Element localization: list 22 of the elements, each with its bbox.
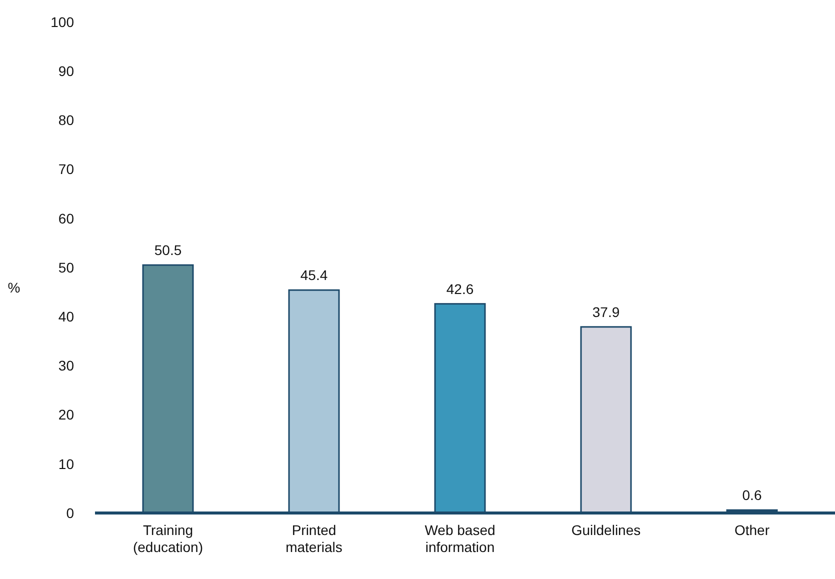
y-axis-title: %: [8, 280, 20, 296]
data-label: 37.9: [592, 304, 620, 320]
x-tick-label: Web based information: [424, 522, 496, 555]
y-tick-label: 90: [58, 63, 74, 79]
x-tick-label: Guildelines: [571, 522, 641, 538]
y-tick-label: 40: [58, 308, 74, 324]
y-tick-label: 20: [58, 406, 74, 423]
data-label: 42.6: [446, 280, 474, 297]
x-tick-label: Training (education): [132, 522, 204, 555]
x-tick-label: Printed materials: [286, 522, 342, 555]
data-label: 50.5: [154, 242, 182, 258]
y-tick-label: 100: [50, 14, 74, 30]
x-tick-label: Other: [734, 522, 770, 538]
y-tick-label: 60: [58, 210, 74, 226]
y-tick-label: 10: [58, 456, 74, 472]
y-tick-label: 30: [58, 358, 74, 374]
y-tick-label: 0: [66, 504, 74, 521]
y-tick-label: 70: [58, 161, 74, 178]
data-label: 45.4: [300, 267, 328, 284]
data-label: 0.6: [742, 487, 762, 504]
y-tick-label: 50: [58, 259, 74, 276]
y-tick-label: 80: [58, 112, 74, 128]
